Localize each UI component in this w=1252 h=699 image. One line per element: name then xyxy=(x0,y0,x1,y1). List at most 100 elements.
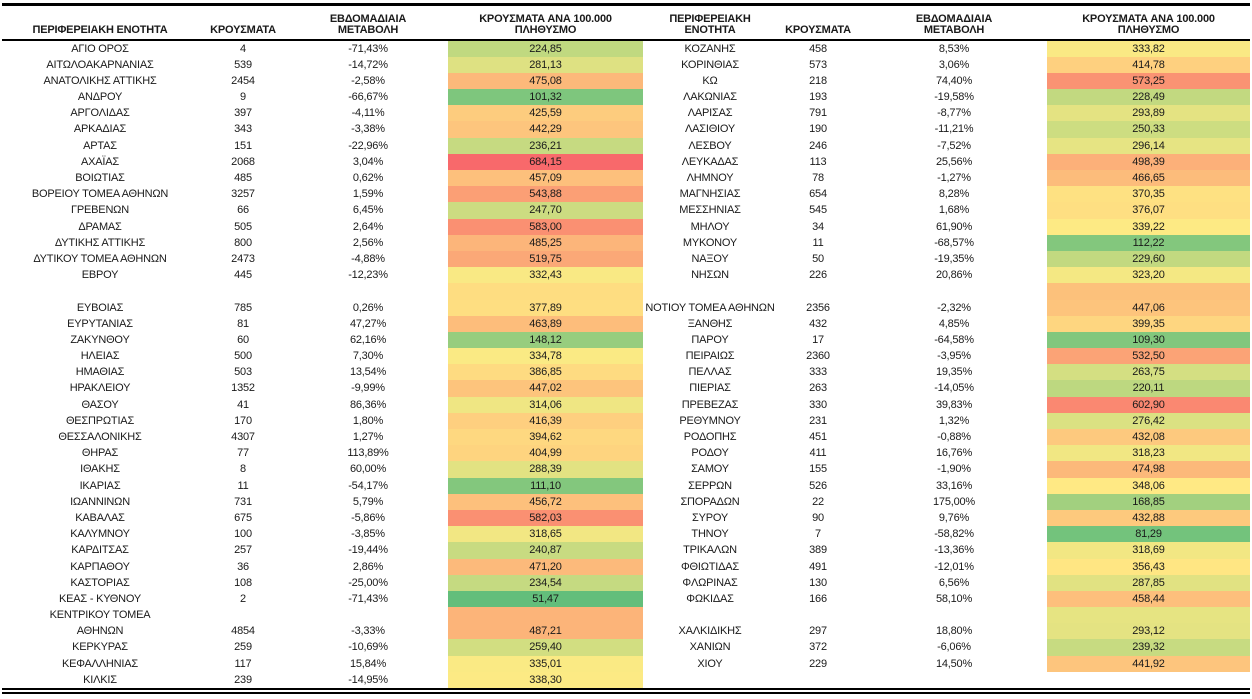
table-row: ΚΕΦΑΛΛΗΝΙΑΣ 117 15,84% 335,01 xyxy=(2,655,643,672)
weekly-change-cell: -19,35% xyxy=(934,252,974,265)
per-100k-cell: 288,39 xyxy=(448,461,643,478)
per-100k-cell: 475,08 xyxy=(448,72,643,90)
region-cell: ΘΕΣΠΡΩΤΙΑΣ xyxy=(65,414,135,427)
cases-cell: 432 xyxy=(809,317,827,330)
per-100k-cell: 281,13 xyxy=(448,56,643,73)
header-line: ΚΡΟΥΣΜΑΤΑ xyxy=(785,24,851,36)
per-100k-cell: 404,99 xyxy=(448,445,643,462)
table-row: ΦΩΚΙΔΑΣ 166 58,10% 458,44 xyxy=(645,590,1250,608)
table-row: ΕΥΒΟΙΑΣ 785 0,26% 377,89 xyxy=(2,299,643,316)
cases-cell: 2473 xyxy=(231,252,255,265)
table-row: ΛΑΚΩΝΙΑΣ 193 -19,58% 228,49 xyxy=(645,89,1250,106)
per-100k-cell: 425,59 xyxy=(448,105,643,122)
table-row: ΜΑΓΝΗΣΙΑΣ 654 8,28% 370,35 xyxy=(645,186,1250,203)
weekly-change-cell: -58,82% xyxy=(934,528,974,541)
table-row: ΕΥΡΥΤΑΝΙΑΣ 81 47,27% 463,89 xyxy=(2,315,643,332)
table-row: ΧΑΝΙΩΝ 372 -6,06% 239,32 xyxy=(645,639,1250,656)
per-100k-cell: 583,00 xyxy=(448,218,643,235)
table-row: ΡΟΔΟΥ 411 16,76% 318,23 xyxy=(645,445,1250,462)
cases-cell: 36 xyxy=(237,560,249,573)
region-cell: ΗΜΑΘΙΑΣ xyxy=(75,366,125,379)
weekly-change-cell: -3,38% xyxy=(351,123,385,136)
weekly-change-cell: 15,84% xyxy=(349,657,387,670)
per-100k-cell: 318,69 xyxy=(1047,542,1250,559)
cases-cell: 654 xyxy=(809,188,827,201)
weekly-change-cell: 14,50% xyxy=(935,657,973,670)
weekly-change-cell: 62,16% xyxy=(349,333,387,346)
per-100k-cell: 220,11 xyxy=(1047,380,1250,397)
table-row: ΑΙΤΩΛΟΑΚΑΡΝΑΝΙΑΣ 539 -14,72% 281,13 xyxy=(2,56,643,73)
region-cell: ΛΕΣΒΟΥ xyxy=(688,139,732,152)
cases-cell: 229 xyxy=(809,657,827,670)
region-cell: ΚΑΣΤΟΡΙΑΣ xyxy=(70,576,130,589)
per-100k-cell: 573,25 xyxy=(1047,72,1250,90)
right-table-body: ΚΟΖΑΝΗΣ 458 8,53% 333,82 ΚΟΡΙΝΘΙΑΣ 573 3,06% 41… xyxy=(645,40,1250,689)
table-row: ΚΑΒΑΛΑΣ 675 -5,86% 582,03 xyxy=(2,509,643,527)
cases-cell: 34 xyxy=(812,220,824,233)
per-100k-cell: 456,72 xyxy=(448,493,643,510)
cases-cell: 193 xyxy=(809,91,827,104)
header-weekly-change: ΕΒΔΟΜΑΔΙΑΙΑ ΜΕΤΑΒΟΛΗ xyxy=(861,6,1047,39)
cases-cell: 17 xyxy=(812,333,824,346)
region-cell: ΣΕΡΡΩΝ xyxy=(688,479,732,492)
region-cell: ΕΥΡΥΤΑΝΙΑΣ xyxy=(67,317,133,330)
weekly-change-cell: -7,52% xyxy=(937,139,971,152)
per-100k-cell: 101,32 xyxy=(448,89,643,106)
weekly-change-cell: 20,86% xyxy=(935,269,973,282)
weekly-change-cell: 175,00% xyxy=(932,495,976,508)
table-row: ΠΕΙΡΑΙΩΣ 2360 -3,95% 532,50 xyxy=(645,348,1250,365)
weekly-change-cell: 19,35% xyxy=(935,366,973,379)
cases-cell xyxy=(198,283,288,299)
region-cell: ΛΗΜΝΟΥ xyxy=(686,172,734,184)
cases-cell: 239 xyxy=(234,673,252,686)
table-row: ΠΡΕΒΕΖΑΣ 330 39,83% 602,90 xyxy=(645,396,1250,413)
weekly-change-cell: -1,27% xyxy=(937,172,971,184)
per-100k-cell: 376,07 xyxy=(1047,202,1250,219)
region-cell: ΡΕΘΥΜΝΟΥ xyxy=(679,414,741,427)
cases-cell: 11 xyxy=(812,236,824,249)
region-cell: ΡΟΔΟΥ xyxy=(691,447,729,460)
weekly-change-cell: -6,06% xyxy=(937,641,971,654)
table-row: ΣΕΡΡΩΝ 526 33,16% 348,06 xyxy=(645,477,1250,494)
table-row: ΝΗΣΩΝ 226 20,86% 323,20 xyxy=(645,267,1250,284)
region-cell: ΚΟΡΙΝΘΙΑΣ xyxy=(681,58,739,71)
region-cell: ΔΥΤΙΚΗΣ ΑΤΤΙΚΗΣ xyxy=(54,236,146,249)
weekly-change-cell: 113,89% xyxy=(347,447,389,460)
weekly-change-cell: -8,77% xyxy=(937,107,971,120)
per-100k-cell: 293,89 xyxy=(1047,105,1250,122)
table-row: ΚΕΑΣ - ΚΥΘΝΟΥ 2 -71,43% 51,47 xyxy=(2,590,643,608)
weekly-change-cell: 13,54% xyxy=(349,366,387,379)
table-row xyxy=(645,283,1250,300)
per-100k-cell: 466,65 xyxy=(1047,170,1250,187)
table-row: ΚΑΛΥΜΝΟΥ 100 -3,85% 318,65 xyxy=(2,526,643,543)
header-cases: ΚΡΟΥΣΜΑΤΑ xyxy=(198,6,288,39)
table-row: ΙΩΑΝΝΙΝΩΝ 731 5,79% 456,72 xyxy=(2,493,643,510)
table-row: ΤΡΙΚΑΛΩΝ 389 -13,36% 318,69 xyxy=(645,542,1250,559)
region-cell: ΚΕΑΣ - ΚΥΘΝΟΥ xyxy=(58,592,142,605)
weekly-change-cell: 8,53% xyxy=(938,42,970,55)
table-row: ΑΡΓΟΛΙΔΑΣ 397 -4,11% 425,59 xyxy=(2,105,643,122)
per-100k-cell: 370,35 xyxy=(1047,186,1250,203)
weekly-change-cell: -54,17% xyxy=(348,479,388,492)
per-100k-cell: 463,89 xyxy=(448,315,643,332)
cases-cell: 330 xyxy=(809,398,827,411)
region-cell: ΑΝΔΡΟΥ xyxy=(77,91,123,104)
table-row: ΛΑΡΙΣΑΣ 791 -8,77% 293,89 xyxy=(645,105,1250,122)
cases-cell: 100 xyxy=(234,528,252,541)
weekly-change-cell: -64,58% xyxy=(934,333,974,346)
region-cell: ΛΑΚΩΝΙΑΣ xyxy=(683,91,737,104)
table-row: ΝΑΞΟΥ 50 -19,35% 229,60 xyxy=(645,250,1250,268)
cases-cell: 117 xyxy=(234,657,252,670)
per-100k-cell: 414,78 xyxy=(1047,56,1250,73)
per-100k-cell: 276,42 xyxy=(1047,412,1250,430)
region-cell: ΖΑΚΥΝΘΟΥ xyxy=(70,333,130,346)
cases-cell: 458 xyxy=(809,42,827,55)
cases-cell: 226 xyxy=(809,269,827,282)
per-100k-cell: 287,85 xyxy=(1047,574,1250,591)
per-100k-cell: 471,20 xyxy=(448,558,643,575)
per-100k-cell: 338,30 xyxy=(448,671,643,689)
per-100k-cell: 296,14 xyxy=(1047,137,1250,154)
table-row: ΛΕΣΒΟΥ 246 -7,52% 296,14 xyxy=(645,137,1250,154)
weekly-change-cell: -14,72% xyxy=(348,58,388,71)
weekly-change-cell: -3,85% xyxy=(351,528,385,541)
